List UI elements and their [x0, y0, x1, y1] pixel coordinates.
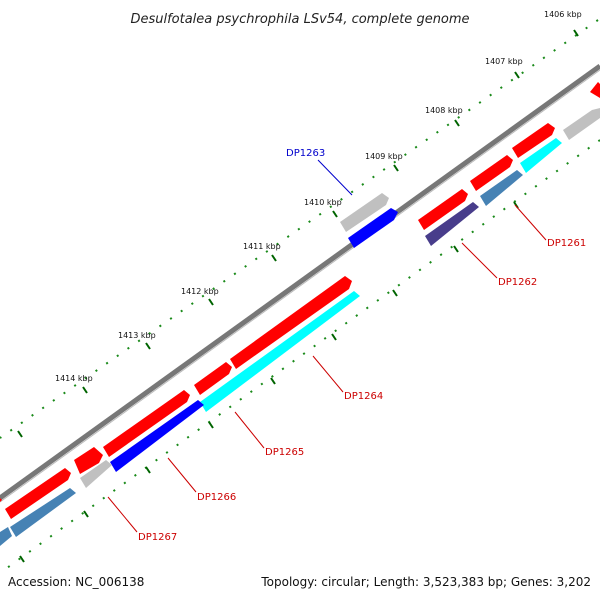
gene-feature[interactable] [80, 460, 112, 488]
tick-label: 1414 kbp [55, 374, 93, 383]
gene-feature[interactable] [425, 202, 479, 246]
major-tick [332, 210, 338, 218]
major-tick [271, 254, 277, 262]
gene-label-dp1267[interactable]: DP1267 [138, 532, 177, 543]
gene-label-dp1262[interactable]: DP1262 [498, 277, 537, 288]
scale-dots-inner [0, 139, 600, 574]
map-title: Desulfotalea psychrophila LSv54, complet… [130, 12, 469, 27]
gene-feature[interactable] [230, 276, 352, 369]
gene-label-dp1261[interactable]: DP1261 [547, 238, 586, 249]
major-tick [208, 298, 214, 306]
genome-backbone [0, 63, 600, 501]
gene-feature[interactable] [5, 468, 71, 519]
tick-label: 1408 kbp [425, 106, 463, 115]
major-tick [454, 119, 460, 127]
gene-feature[interactable] [563, 108, 600, 140]
kbp-labels: 1406 kbp 1407 kbp 1408 kbp 1409 kbp 1410… [55, 10, 582, 383]
tick-label: 1411 kbp [243, 242, 281, 251]
gene-feature[interactable] [348, 208, 398, 248]
major-tick [82, 386, 88, 394]
forward-strand [0, 82, 600, 519]
gene-feature[interactable] [0, 527, 12, 546]
major-tick [17, 430, 23, 438]
scale-ring-outer [0, 19, 599, 439]
scale-dots-outer [0, 19, 599, 439]
tick-label: 1413 kbp [118, 331, 156, 340]
major-tick [393, 164, 399, 172]
gene-callouts: DP1261 DP1262 DP1263 DP1264 DP1265 DP126… [107, 148, 586, 543]
gene-feature[interactable] [110, 400, 204, 472]
accession-text: Accession: NC_006138 [8, 575, 144, 589]
gene-feature[interactable] [590, 82, 600, 98]
major-ticks-outer [17, 29, 579, 438]
gene-label-dp1265[interactable]: DP1265 [265, 447, 304, 458]
topology-text: Topology: circular; Length: 3,523,383 bp… [260, 575, 591, 589]
gene-feature[interactable] [520, 138, 562, 173]
major-tick [573, 29, 579, 37]
tick-label: 1409 kbp [365, 152, 403, 161]
gene-feature[interactable] [470, 155, 513, 191]
gene-feature[interactable] [194, 362, 232, 395]
tick-label: 1406 kbp [544, 10, 582, 19]
tick-label: 1412 kbp [181, 287, 219, 296]
major-tick [514, 71, 520, 79]
major-ticks-inner [19, 201, 519, 563]
gene-label-dp1266[interactable]: DP1266 [197, 492, 236, 503]
gene-feature[interactable] [74, 447, 103, 474]
gene-feature[interactable] [10, 488, 76, 537]
gene-feature[interactable] [200, 291, 360, 412]
tick-label: 1407 kbp [485, 57, 523, 66]
gene-feature[interactable] [480, 170, 523, 206]
gene-label-dp1264[interactable]: DP1264 [344, 391, 383, 402]
gene-feature[interactable] [340, 193, 389, 232]
gene-feature[interactable] [103, 390, 190, 457]
gene-feature[interactable] [512, 123, 555, 158]
tick-label: 1410 kbp [304, 198, 342, 207]
reverse-strand [0, 108, 600, 546]
gene-feature[interactable] [418, 189, 468, 230]
major-tick [145, 342, 151, 350]
gene-label-dp1263[interactable]: DP1263 [286, 148, 325, 159]
